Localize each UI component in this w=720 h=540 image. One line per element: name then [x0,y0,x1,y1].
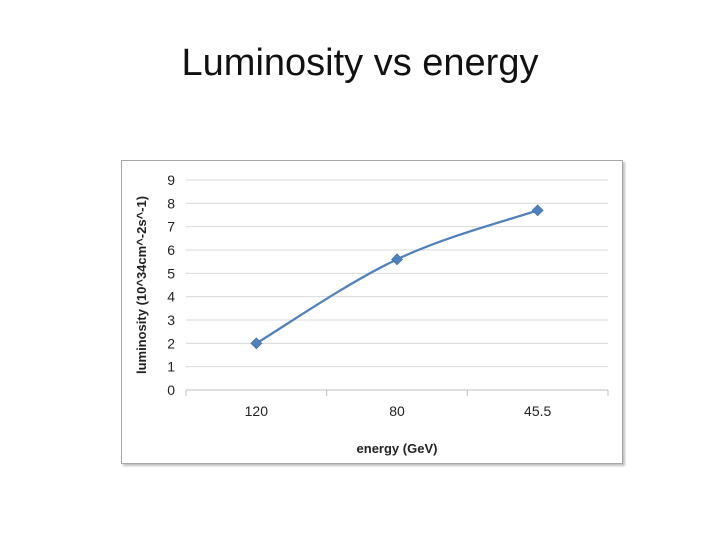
y-tick-label: 0 [167,382,175,398]
series-line [255,209,539,345]
x-tick-label: 120 [245,403,269,419]
x-tick-label: 80 [389,403,405,419]
chart-frame: 0 1 2 3 4 5 6 7 8 9 120 80 45.5 energy (GeV) lumino… [121,160,623,464]
y-tick-label: 5 [167,265,175,281]
y-tick-label: 6 [167,242,175,258]
gridlines [186,179,608,391]
slide-title: Luminosity vs energy [181,42,539,84]
x-tick-labels: 120 80 45.5 [245,403,552,419]
data-point-marker [531,204,544,217]
line-chart: 0 1 2 3 4 5 6 7 8 9 120 80 45.5 energy (GeV) lumino… [134,172,609,456]
y-tick-label: 4 [167,289,175,305]
series-lines [255,209,539,345]
y-tick-label: 1 [167,359,175,375]
y-tick-label: 8 [167,195,175,211]
x-tick-label: 45.5 [524,403,551,419]
data-point-marker [250,337,263,350]
y-tick-labels: 0 1 2 3 4 5 6 7 8 9 [167,172,175,398]
data-points [250,204,544,350]
y-tick-label: 3 [167,312,175,328]
data-point-marker [391,253,403,266]
y-tick-label: 2 [167,335,175,351]
x-axis [185,389,609,396]
y-axis-title: luminosity (10^34cm^-2s^-1) [134,196,149,374]
x-axis-title: energy (GeV) [357,441,438,456]
y-tick-label: 9 [167,172,175,188]
y-tick-label: 7 [167,219,175,235]
